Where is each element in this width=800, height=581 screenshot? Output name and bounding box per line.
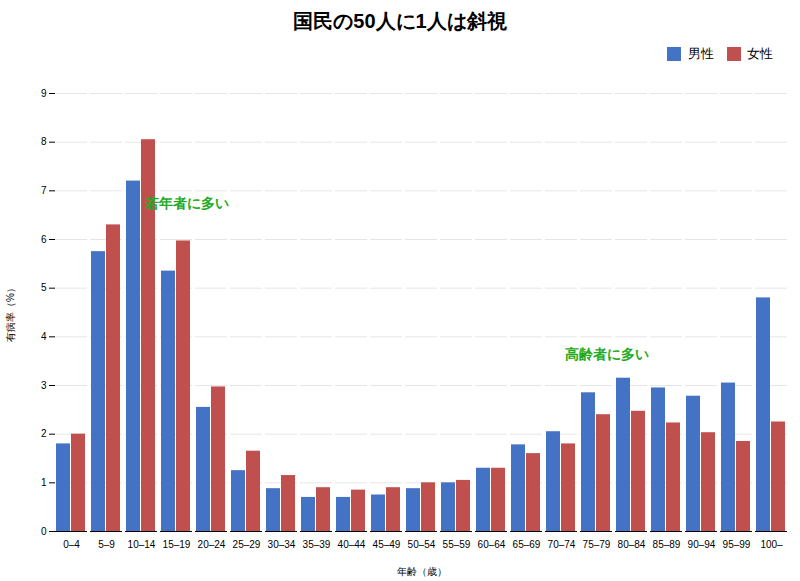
svg-text:90–94: 90–94 bbox=[688, 538, 716, 549]
svg-text:5–9: 5–9 bbox=[98, 538, 115, 549]
svg-text:1: 1 bbox=[41, 477, 47, 488]
svg-text:5: 5 bbox=[41, 282, 47, 293]
svg-text:40–44: 40–44 bbox=[338, 538, 366, 549]
svg-text:30–34: 30–34 bbox=[268, 538, 296, 549]
svg-text:45–49: 45–49 bbox=[373, 538, 401, 549]
svg-text:0–4: 0–4 bbox=[63, 538, 80, 549]
svg-text:70–74: 70–74 bbox=[548, 538, 576, 549]
html-text:男性: 男性 bbox=[687, 45, 714, 61]
svg-text:100–: 100– bbox=[760, 538, 783, 549]
svg-text:10–14: 10–14 bbox=[128, 538, 156, 549]
svg-text:4: 4 bbox=[41, 331, 47, 342]
svg-text:6: 6 bbox=[41, 233, 47, 244]
svg-text:8: 8 bbox=[41, 136, 47, 147]
svg-text:95–99: 95–99 bbox=[723, 538, 751, 549]
svg-text:2: 2 bbox=[41, 428, 47, 439]
svg-text:年齢（歳）: 年齢（歳） bbox=[397, 565, 447, 576]
html-text:国民の50人に1人は斜視: 国民の50人に1人は斜視 bbox=[293, 10, 507, 32]
svg-text:15–19: 15–19 bbox=[163, 538, 191, 549]
svg-text:25–29: 25–29 bbox=[233, 538, 261, 549]
svg-text:3: 3 bbox=[41, 379, 47, 390]
svg-text:有病率（%）: 有病率（%） bbox=[5, 283, 16, 342]
html-text:女性: 女性 bbox=[747, 45, 773, 61]
svg-text:0: 0 bbox=[41, 525, 47, 536]
svg-text:若年者に多い: 若年者に多い bbox=[144, 195, 229, 211]
svg-text:20–24: 20–24 bbox=[198, 538, 226, 549]
svg-text:85–89: 85–89 bbox=[653, 538, 681, 549]
svg-text:35–39: 35–39 bbox=[303, 538, 331, 549]
svg-text:9: 9 bbox=[41, 87, 47, 98]
svg-text:高齢者に多い: 高齢者に多い bbox=[565, 345, 649, 361]
svg-text:75–79: 75–79 bbox=[583, 538, 611, 549]
svg-text:65–69: 65–69 bbox=[513, 538, 541, 549]
svg-text:50–54: 50–54 bbox=[408, 538, 436, 549]
svg-text:55–59: 55–59 bbox=[443, 538, 471, 549]
svg-text:60–64: 60–64 bbox=[478, 538, 506, 549]
svg-text:7: 7 bbox=[41, 185, 47, 196]
svg-text:80–84: 80–84 bbox=[618, 538, 646, 549]
